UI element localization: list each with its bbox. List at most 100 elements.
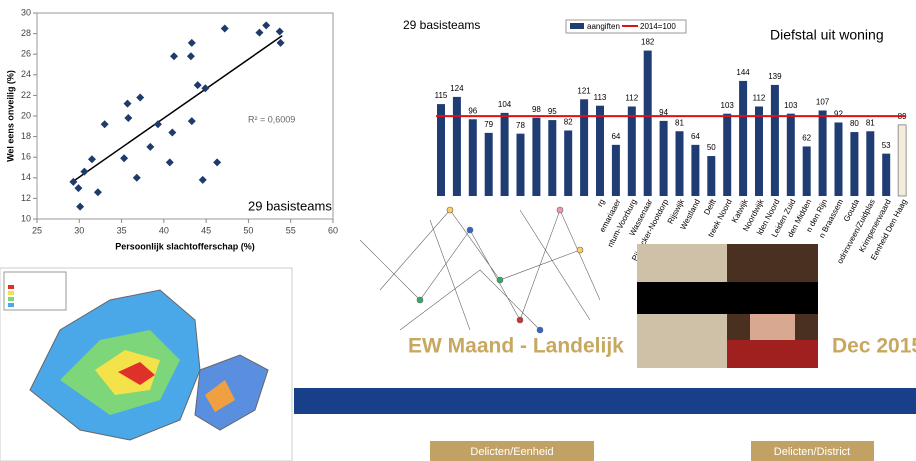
bar bbox=[803, 146, 811, 196]
value-label: 107 bbox=[816, 98, 830, 107]
point bbox=[187, 52, 195, 60]
point bbox=[76, 203, 84, 211]
legend-label: aangiften bbox=[587, 22, 620, 31]
x-tick-label: 35 bbox=[117, 225, 127, 235]
y-tick-label: 30 bbox=[21, 7, 31, 17]
y-tick-label: 16 bbox=[21, 152, 31, 162]
x-tick-label: 60 bbox=[328, 225, 338, 235]
x-axis-label: Persoonlijk slachtofferschap (%) bbox=[115, 241, 255, 251]
value-label: 104 bbox=[498, 100, 512, 109]
chart-title: Diefstal uit woning bbox=[770, 27, 884, 43]
bar bbox=[755, 106, 763, 196]
chart-subtitle: 29 basisteams bbox=[403, 18, 480, 32]
point bbox=[276, 28, 284, 36]
x-tick-label: 30 bbox=[74, 225, 84, 235]
point bbox=[255, 29, 263, 37]
bar bbox=[723, 114, 731, 196]
value-label: 82 bbox=[564, 118, 573, 127]
collage: 10121416182022242628302530354045505560Pe… bbox=[0, 0, 916, 461]
bar bbox=[898, 125, 906, 196]
y-tick-label: 18 bbox=[21, 131, 31, 141]
point bbox=[194, 81, 202, 89]
button-label[interactable]: Delicten/District bbox=[774, 446, 850, 458]
y-tick-label: 20 bbox=[21, 110, 31, 120]
x-tick-label: rg bbox=[595, 198, 606, 209]
banner-date: Dec 2015 bbox=[832, 335, 916, 358]
value-label: 112 bbox=[625, 94, 638, 103]
point bbox=[101, 120, 109, 128]
value-label: 139 bbox=[768, 72, 782, 81]
banner-title: EW Maand - Landelijk bbox=[408, 335, 624, 358]
value-label: 81 bbox=[866, 118, 875, 127]
y-tick-label: 14 bbox=[21, 172, 31, 182]
trendline bbox=[71, 36, 282, 183]
point bbox=[136, 93, 144, 101]
value-label: 64 bbox=[691, 132, 700, 141]
bar bbox=[739, 81, 747, 196]
bar bbox=[676, 131, 684, 196]
point bbox=[170, 52, 178, 60]
value-label: 113 bbox=[594, 93, 607, 102]
point bbox=[221, 24, 229, 32]
heat-map bbox=[0, 268, 292, 461]
y-tick-label: 22 bbox=[21, 90, 31, 100]
point bbox=[188, 117, 196, 125]
x-tick-label: Delft bbox=[702, 197, 718, 216]
point bbox=[168, 128, 176, 136]
photo bbox=[637, 244, 818, 368]
point bbox=[80, 168, 88, 176]
button-label[interactable]: Delicten/Eenheid bbox=[470, 446, 553, 458]
annotation: R² = 0,6009 bbox=[248, 114, 295, 124]
point bbox=[124, 114, 132, 122]
point bbox=[123, 100, 131, 108]
bar bbox=[644, 51, 652, 196]
bar bbox=[469, 119, 477, 196]
blue-band bbox=[294, 388, 916, 414]
value-label: 53 bbox=[882, 141, 891, 150]
value-label: 144 bbox=[736, 68, 750, 77]
value-label: 98 bbox=[532, 105, 541, 114]
point bbox=[133, 174, 141, 182]
y-tick-label: 10 bbox=[21, 213, 31, 223]
point bbox=[188, 39, 196, 47]
point bbox=[88, 155, 96, 163]
bar bbox=[437, 104, 445, 196]
bar bbox=[882, 154, 890, 196]
x-tick-label: 50 bbox=[243, 225, 253, 235]
bar bbox=[819, 110, 827, 196]
value-label: 112 bbox=[753, 94, 766, 103]
network-diagram bbox=[360, 207, 600, 333]
value-label: 124 bbox=[450, 84, 464, 93]
bar bbox=[580, 99, 588, 196]
value-label: 80 bbox=[850, 119, 859, 128]
y-axis-label: Wel eens onveilig (%) bbox=[5, 70, 15, 162]
bar bbox=[548, 120, 556, 196]
bar bbox=[501, 113, 509, 196]
point bbox=[120, 154, 128, 162]
bar bbox=[532, 118, 540, 196]
y-tick-label: 24 bbox=[21, 69, 31, 79]
bar bbox=[628, 106, 636, 196]
bar bbox=[517, 134, 525, 196]
bar bbox=[596, 106, 604, 196]
bar bbox=[660, 121, 668, 196]
bar bbox=[691, 145, 699, 196]
value-label: 103 bbox=[721, 101, 735, 110]
value-label: 103 bbox=[784, 101, 798, 110]
value-label: 92 bbox=[834, 110, 843, 119]
bar bbox=[771, 85, 779, 196]
x-tick-label: 55 bbox=[286, 225, 296, 235]
bar bbox=[612, 145, 620, 196]
legend-swatch bbox=[570, 23, 584, 29]
annotation: 29 basisteams bbox=[248, 198, 332, 213]
value-label: 62 bbox=[802, 134, 811, 143]
point bbox=[146, 143, 154, 151]
point bbox=[74, 184, 82, 192]
y-tick-label: 12 bbox=[21, 193, 31, 203]
y-tick-label: 26 bbox=[21, 49, 31, 59]
value-label: 96 bbox=[468, 106, 477, 115]
bar bbox=[453, 97, 461, 196]
bar bbox=[485, 133, 493, 196]
bar bbox=[707, 156, 715, 196]
